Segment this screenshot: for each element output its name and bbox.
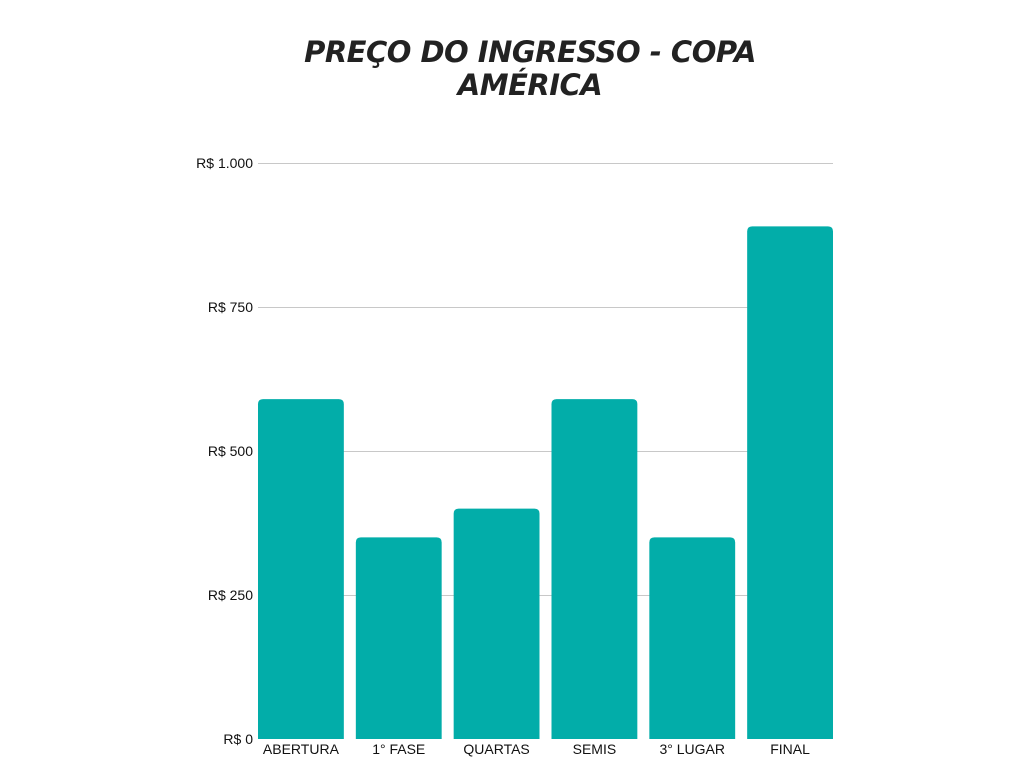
x-category-label: ABERTURA (263, 741, 340, 757)
x-axis-category-labels: ABERTURA 1° FASE QUARTAS SEMIS 3° LUGAR FINAL (263, 741, 810, 757)
y-tick-label: R$ 750 (208, 299, 253, 315)
x-category-label: FINAL (770, 741, 810, 757)
bar (355, 537, 442, 739)
x-category-label: 1° FASE (372, 741, 425, 757)
bar (747, 226, 833, 740)
bar (258, 399, 344, 739)
bar (551, 399, 638, 739)
y-tick-label: R$ 500 (208, 443, 253, 459)
bars (258, 226, 833, 740)
x-category-label: QUARTAS (463, 741, 529, 757)
x-category-label: 3° LUGAR (659, 741, 725, 757)
y-tick-label: R$ 0 (223, 731, 253, 747)
x-category-label: SEMIS (573, 741, 617, 757)
chart-title: PREÇO DO INGRESSO - COPA AMÉRICA (304, 35, 756, 102)
y-axis-tick-labels: R$ 0 R$ 250 R$ 500 R$ 750 R$ 1.000 (196, 155, 253, 747)
bar (453, 508, 540, 739)
gridlines (258, 163, 833, 596)
y-tick-label: R$ 1.000 (196, 155, 253, 171)
y-tick-label: R$ 250 (208, 587, 253, 603)
bar (649, 537, 736, 739)
